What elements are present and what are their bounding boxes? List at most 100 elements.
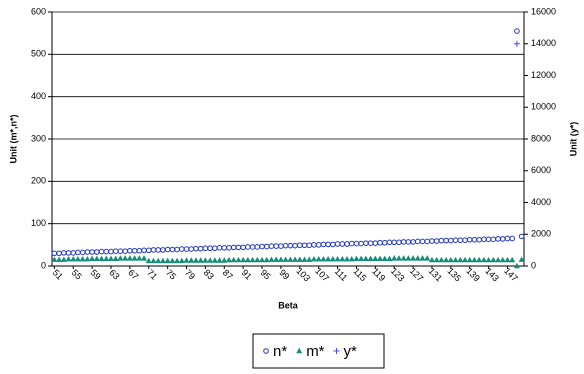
y2-tick-label: 0 [531, 260, 536, 270]
data-point [202, 257, 209, 263]
data-point [518, 233, 525, 240]
data-point [183, 246, 190, 252]
data-point [330, 241, 336, 248]
data-point [84, 256, 91, 262]
data-point [74, 256, 81, 262]
y-tick-label: 400 [31, 91, 46, 101]
data-point [268, 243, 275, 249]
data-point [216, 244, 223, 251]
data-point [391, 255, 398, 261]
data-point [188, 257, 195, 263]
data-point [230, 256, 237, 263]
data-point [315, 256, 322, 262]
data-point [297, 242, 303, 249]
y-tick-label: 600 [31, 6, 46, 16]
x-tick-label: 127 [408, 266, 426, 284]
x-tick-label: 143 [483, 266, 501, 284]
data-point [84, 249, 91, 255]
data-point [428, 256, 435, 263]
data-point [108, 248, 114, 255]
data-point [499, 256, 506, 263]
x-tick-label: 59 [88, 267, 102, 281]
data-point [287, 242, 294, 249]
data-point [400, 255, 407, 261]
data-point [174, 257, 181, 264]
data-point [481, 236, 487, 243]
data-point [509, 256, 516, 263]
data-point [490, 236, 497, 243]
x-tick-label: 51 [51, 267, 65, 281]
data-point [325, 241, 331, 248]
data-point [381, 239, 388, 246]
data-point [221, 244, 228, 251]
data-point [226, 244, 232, 251]
data-point [235, 244, 242, 251]
data-point [131, 255, 138, 261]
data-point [61, 250, 67, 256]
data-point [70, 250, 77, 256]
data-point [244, 256, 251, 263]
data-point [462, 256, 468, 263]
data-point [485, 236, 492, 243]
data-point [155, 247, 161, 253]
data-point [112, 248, 119, 254]
data-point [334, 256, 341, 262]
data-point [292, 242, 298, 249]
data-point [103, 255, 110, 262]
x-tick-label: 63 [107, 267, 121, 281]
data-point [377, 255, 384, 262]
data-point [94, 249, 100, 255]
y2-tick-label: 16000 [531, 6, 556, 16]
data-point [400, 239, 407, 245]
data-point [476, 236, 482, 243]
data-point [311, 242, 317, 248]
y2-axis-label: Unit (y*) [568, 122, 578, 157]
legend-marker [263, 348, 269, 354]
x-tick-label: 87 [221, 267, 235, 281]
data-point [282, 256, 289, 262]
legend-label: y* [344, 343, 358, 360]
data-point [51, 256, 58, 262]
data-point [471, 236, 478, 243]
data-point [381, 255, 388, 262]
data-point [344, 241, 350, 247]
data-point [51, 250, 58, 257]
x-tick-label: 131 [427, 266, 445, 284]
data-point [230, 244, 237, 251]
data-point [60, 256, 67, 262]
data-point [254, 244, 261, 250]
data-point [112, 255, 119, 262]
data-point [117, 255, 124, 261]
data-point [466, 236, 473, 243]
data-point [296, 256, 303, 262]
y2-tick-label: 8000 [531, 133, 551, 143]
data-point [164, 257, 171, 264]
data-point [202, 245, 209, 252]
data-point [287, 256, 294, 262]
data-point [178, 257, 185, 264]
data-point [348, 256, 355, 262]
data-point [386, 239, 393, 246]
data-point [70, 256, 77, 262]
data-point [415, 238, 421, 245]
data-point [164, 246, 171, 253]
x-tick-label: 147 [502, 266, 520, 284]
data-point [136, 247, 143, 254]
data-point [126, 255, 133, 261]
data-point [315, 242, 322, 248]
data-point [320, 241, 327, 248]
data-point [495, 256, 502, 263]
data-point [65, 250, 72, 256]
legend-label: n* [273, 343, 287, 360]
data-point [471, 256, 478, 263]
x-tick-label: 119 [370, 266, 387, 283]
data-point [183, 257, 190, 263]
data-point [396, 239, 402, 246]
data-point [513, 40, 520, 47]
data-point [495, 236, 501, 242]
data-point [480, 256, 487, 263]
data-point [509, 235, 516, 242]
data-point [377, 239, 383, 246]
